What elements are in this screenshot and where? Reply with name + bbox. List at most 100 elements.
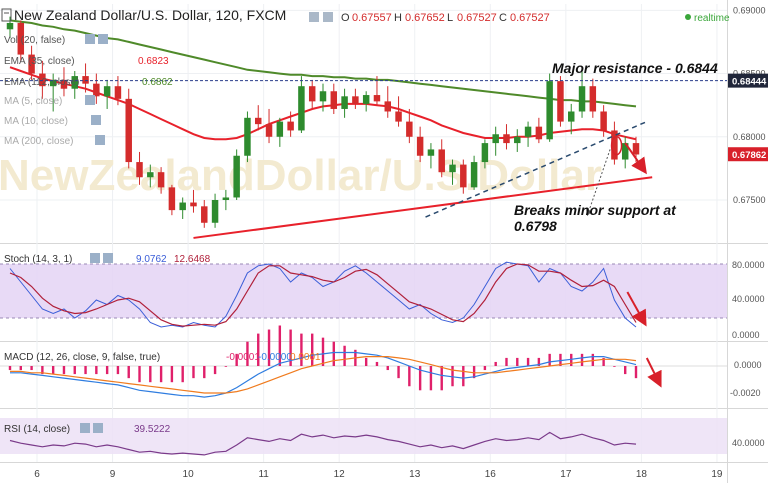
support-annotation-line2: 0.6798 xyxy=(514,218,557,234)
realtime-indicator: realtime xyxy=(685,13,730,24)
stoch-tick-40: 40.0000 xyxy=(732,294,765,304)
candle-body xyxy=(49,79,57,87)
candle-body xyxy=(578,86,586,112)
ma10-settings-icon[interactable] xyxy=(91,115,101,125)
candle-body xyxy=(416,136,424,156)
resistance-badge xyxy=(728,73,768,88)
badges-layer: 0.68444 0.67862 xyxy=(728,73,768,162)
candle-body xyxy=(352,96,359,104)
legend-item-ma10[interactable]: MA (10, close) xyxy=(4,116,68,127)
macd-histogram-bar xyxy=(483,366,487,371)
macd-histogram-bar xyxy=(494,361,497,366)
ohlc-o-value: 0.67557 xyxy=(352,12,392,24)
watermark: NewZealandDollar/U.S.Dollar xyxy=(0,151,602,200)
legend-settings-icon[interactable] xyxy=(85,34,95,44)
macd-histogram-bar xyxy=(138,366,141,383)
ma5-settings-icon[interactable] xyxy=(85,95,95,105)
stoch-d-value: 12.6468 xyxy=(174,254,211,265)
macd-histogram-bar xyxy=(41,366,44,375)
macd-pane-legend[interactable]: MACD (12, 26, close, 9, false, true) -0.… xyxy=(4,352,321,363)
macd-histogram-bar xyxy=(300,333,303,366)
macd-histogram-bar xyxy=(548,353,551,366)
macd-histogram-bar xyxy=(95,366,98,375)
stoch-tick-80: 80.0000 xyxy=(732,260,765,270)
candle-body xyxy=(244,117,251,156)
candle-body xyxy=(168,187,176,211)
stoch-k-value: 9.0762 xyxy=(136,254,167,265)
resistance-annotation: Major resistance - 0.6844 xyxy=(552,60,718,76)
candle-body xyxy=(535,126,543,140)
collapse-icon[interactable] xyxy=(1,8,12,22)
candle-body xyxy=(384,101,391,112)
rsi-line xyxy=(9,431,637,456)
rsi-layer xyxy=(9,431,637,456)
candle-body xyxy=(395,111,402,122)
candle-body xyxy=(632,143,640,155)
y-tick-label: 0.68000 xyxy=(733,132,766,142)
stoch-pane-legend[interactable]: Stoch (14, 3, 1) 9.0762 12.6468 xyxy=(4,253,211,265)
candle-body xyxy=(319,91,327,102)
macd-histogram-bar xyxy=(51,366,55,375)
ohlc-h-value: 0.67652 xyxy=(405,12,445,24)
candle-body xyxy=(621,143,629,160)
macd-histogram-bar xyxy=(289,329,292,366)
indicator-legend[interactable]: Vol (20, false) EMA (35, close) 0.6823 E… xyxy=(4,34,173,147)
candle-body xyxy=(190,202,197,207)
ohlc-c-value: 0.67527 xyxy=(510,12,550,24)
legend-item-ma200[interactable]: MA (200, close) xyxy=(4,136,73,147)
macd-histogram-bar xyxy=(8,366,12,371)
candle-body xyxy=(589,86,597,112)
candle-body xyxy=(481,143,489,163)
legend-item-ema35[interactable]: EMA (35, close) xyxy=(4,56,75,67)
legend-item-vol[interactable]: Vol (20, false) xyxy=(4,35,65,46)
candle-body xyxy=(136,162,143,178)
macd-histogram-bar xyxy=(462,366,465,387)
settings-icon[interactable] xyxy=(323,12,333,22)
macd-histogram-bar xyxy=(602,357,605,366)
ema112-line xyxy=(9,19,637,108)
macd-layer xyxy=(0,325,727,398)
macd-histogram-bar xyxy=(386,366,389,371)
candle-body xyxy=(449,164,456,173)
last-price-badge xyxy=(728,147,768,162)
legend-eye-icon[interactable] xyxy=(98,34,108,44)
macd-histogram-bar xyxy=(440,366,443,391)
macd-histogram-bar xyxy=(634,366,638,379)
macd-histogram-bar xyxy=(408,366,411,387)
candle-body xyxy=(6,22,14,30)
legend-item-ema112[interactable]: EMA (112, close) xyxy=(4,77,79,88)
rsi-eye-icon[interactable] xyxy=(93,423,103,433)
candle-body xyxy=(546,81,553,140)
candle-body xyxy=(427,149,435,156)
break-circle xyxy=(610,135,623,156)
eye-icon[interactable] xyxy=(309,12,319,22)
candle-body xyxy=(341,96,348,109)
rising-trendline xyxy=(193,176,653,239)
candle-body xyxy=(179,202,186,211)
symbol-header[interactable]: New Zealand Dollar/U.S. Dollar, 120, FXC… xyxy=(1,7,286,23)
macd-histogram-bar xyxy=(246,341,249,366)
rsi-settings-icon[interactable] xyxy=(80,423,90,433)
candle-body xyxy=(611,130,618,160)
rsi-value: 39.5222 xyxy=(134,424,171,435)
axes-layer: 6 9 10 11 12 13 16 17 18 190.690000.685000.680000… xyxy=(34,5,765,480)
macd-histogram-bar xyxy=(321,337,325,366)
header-settings-icons[interactable] xyxy=(309,12,333,22)
stoch-eye-icon[interactable] xyxy=(103,253,113,263)
legend-item-ma5[interactable]: MA (5, close) xyxy=(4,96,62,107)
stoch-settings-icon[interactable] xyxy=(90,253,100,263)
macd-histogram-bar xyxy=(19,366,22,371)
support-annotation-line1: Breaks minor support at xyxy=(514,202,677,218)
rsi-pane-legend[interactable]: RSI (14, close) 39.5222 xyxy=(4,423,171,435)
candle-body xyxy=(470,162,478,188)
rsi-label[interactable]: RSI (14, close) xyxy=(4,424,70,435)
stoch-label[interactable]: Stoch (14, 3, 1) xyxy=(4,254,72,265)
macd-histogram-bar xyxy=(624,366,627,375)
stoch-k-line xyxy=(9,261,637,328)
ma200-settings-icon[interactable] xyxy=(95,135,105,145)
macd-histogram-bar xyxy=(170,366,174,383)
macd-histogram-bar xyxy=(235,353,238,366)
macd-label[interactable]: MACD (12, 26, close, 9, false, true) xyxy=(4,352,160,363)
macd-histogram-bar xyxy=(149,366,152,383)
candle-body xyxy=(103,86,111,97)
